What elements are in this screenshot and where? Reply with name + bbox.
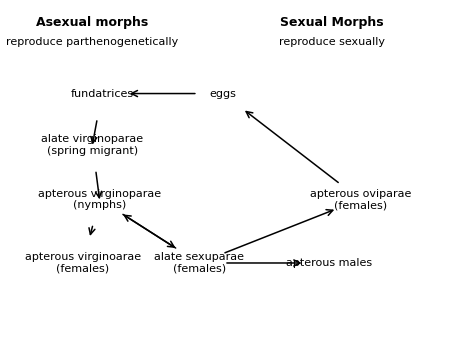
Text: apterous virginoarae
(females): apterous virginoarae (females) <box>25 252 141 274</box>
Text: apterous virginoparae
(nymphs): apterous virginoparae (nymphs) <box>38 189 161 210</box>
Text: apterous oviparae
(females): apterous oviparae (females) <box>310 189 411 210</box>
Text: Sexual Morphs: Sexual Morphs <box>280 17 383 29</box>
Text: reproduce parthenogenetically: reproduce parthenogenetically <box>6 37 179 47</box>
Text: Asexual morphs: Asexual morphs <box>36 17 148 29</box>
Text: fundatrices: fundatrices <box>70 89 134 98</box>
Text: alate sexuparae
(females): alate sexuparae (females) <box>154 252 244 274</box>
Text: apterous males: apterous males <box>286 258 373 268</box>
Text: eggs: eggs <box>210 89 236 98</box>
Text: reproduce sexually: reproduce sexually <box>279 37 385 47</box>
Text: alate virginoparae
(spring migrant): alate virginoparae (spring migrant) <box>41 134 144 156</box>
